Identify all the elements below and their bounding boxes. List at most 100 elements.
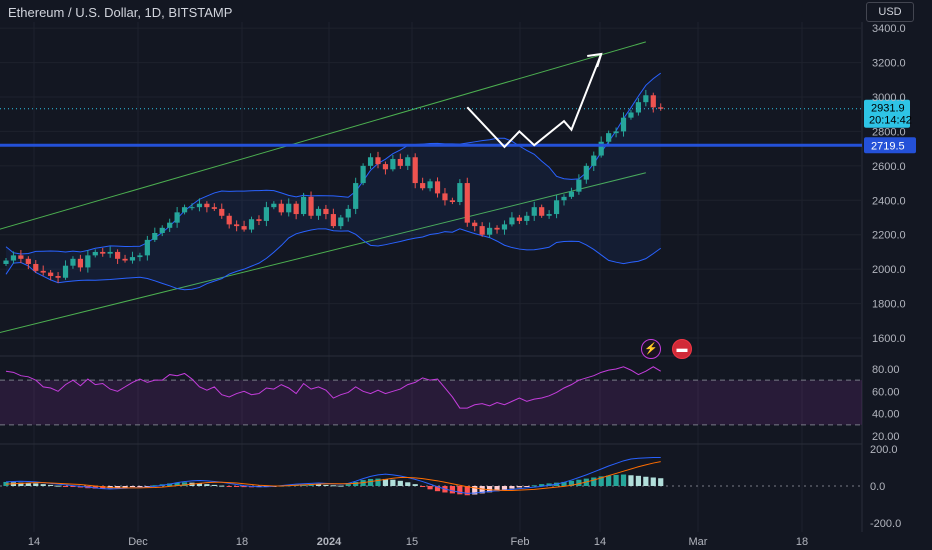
macd-histogram-bar — [613, 474, 619, 486]
candle-body — [620, 117, 627, 132]
candle — [397, 153, 403, 169]
candle-body — [55, 276, 61, 278]
candle — [107, 246, 113, 258]
macd-histogram-bar — [219, 485, 225, 487]
candle-body — [189, 207, 195, 209]
candle-body — [167, 222, 173, 228]
macd-histogram-bar — [628, 475, 634, 486]
candle — [464, 177, 470, 227]
candle — [606, 130, 612, 145]
macd-histogram-bar — [323, 484, 329, 486]
flash-icon[interactable]: ⚡ — [641, 339, 661, 359]
macd-histogram-bar — [472, 486, 478, 495]
candle — [345, 204, 351, 222]
macd-histogram-bar — [33, 483, 39, 486]
macd-histogram-bar — [546, 483, 552, 486]
macd-histogram-bar — [568, 480, 575, 486]
candle — [144, 235, 150, 261]
candle-body — [583, 165, 589, 180]
candle — [315, 206, 322, 220]
candle — [568, 187, 575, 199]
rsi-tick-label: 60.00 — [872, 386, 900, 398]
candle-body — [308, 196, 314, 216]
y-tick-label: 1800.0 — [872, 299, 906, 311]
candle-body — [115, 251, 121, 259]
candle-body — [301, 196, 307, 215]
candle — [167, 218, 173, 232]
candle — [405, 154, 411, 170]
macd-histogram-bar — [152, 485, 158, 487]
projection-arrowhead — [587, 52, 603, 68]
macd-histogram-bar — [620, 474, 627, 486]
candle-body — [263, 207, 269, 221]
macd-histogram-bar — [397, 480, 403, 486]
candle — [330, 208, 336, 229]
candle-body — [412, 157, 418, 184]
bollinger-upper-line — [5, 72, 662, 255]
candle-body — [449, 200, 455, 203]
candle — [62, 260, 69, 280]
macd-histogram-bar — [420, 486, 426, 487]
last-price-box — [864, 99, 910, 128]
candle — [457, 179, 463, 206]
candle-body — [375, 157, 381, 165]
candle — [531, 201, 537, 221]
candle — [524, 211, 530, 226]
axes: 14 Dec 18 2024 15 Feb 14 Mar 18 3400.0 3200.0 3000.… — [28, 23, 906, 548]
candle-body — [48, 272, 54, 277]
candle — [174, 206, 180, 228]
candle-body — [219, 208, 225, 216]
candle — [263, 201, 269, 227]
macd-pane[interactable]: 200.0 0.0 -200.0 — [0, 444, 901, 530]
y-tick-label: 3000.0 — [872, 92, 906, 104]
candle — [40, 265, 46, 276]
candle-body — [3, 260, 9, 264]
candle-body — [100, 251, 106, 254]
macd-histogram-bar — [211, 484, 217, 486]
macd-histogram-bar — [650, 477, 656, 486]
price-channel — [0, 41, 646, 333]
candle-body — [576, 179, 582, 192]
macd-histogram-bar — [115, 486, 121, 488]
x-tick-label: Dec — [128, 536, 148, 548]
grid-lines — [0, 22, 863, 532]
flag-icon[interactable]: ▬ — [672, 339, 692, 359]
candle — [137, 252, 143, 262]
macd-histogram-bar — [330, 485, 336, 487]
candle-body — [137, 255, 143, 258]
macd-histogram-bar — [427, 486, 433, 490]
candle — [576, 174, 582, 195]
candle-body — [405, 157, 411, 166]
bollinger-fill — [6, 73, 661, 290]
candle-body — [10, 255, 17, 261]
candle — [3, 257, 9, 267]
candle-body — [248, 219, 255, 230]
candle-body — [25, 258, 31, 264]
candle — [129, 251, 136, 264]
candle-body — [472, 222, 478, 227]
candle-body — [271, 203, 277, 208]
macd-histogram-bar — [196, 483, 203, 486]
macd-tick-label: 0.0 — [870, 481, 885, 493]
candle — [367, 153, 374, 169]
macd-histogram-bar — [122, 486, 128, 488]
macd-histogram-bar — [137, 486, 143, 487]
rsi-pane[interactable]: 80.00 60.00 40.00 20.00 — [0, 364, 900, 443]
candle — [591, 151, 597, 172]
macd-histogram-bar — [539, 484, 545, 486]
projection-path — [466, 52, 603, 149]
horizontal-level[interactable]: 2719.5 2931.920:14:42 — [0, 99, 916, 154]
candle — [323, 204, 329, 220]
candle-body — [434, 181, 441, 194]
rsi-tick-label: 80.00 — [872, 364, 900, 376]
candle-body — [286, 203, 292, 213]
candle-body — [315, 208, 322, 216]
macd-histogram-bar — [167, 483, 173, 486]
candle — [472, 220, 478, 232]
candle — [658, 103, 664, 111]
candle — [10, 251, 17, 264]
candlestick-series[interactable] — [3, 89, 664, 283]
chart-title: Ethereum / U.S. Dollar, 1D, BITSTAMP — [8, 5, 233, 20]
currency-button[interactable]: USD — [866, 2, 914, 22]
candle-body — [129, 257, 136, 261]
